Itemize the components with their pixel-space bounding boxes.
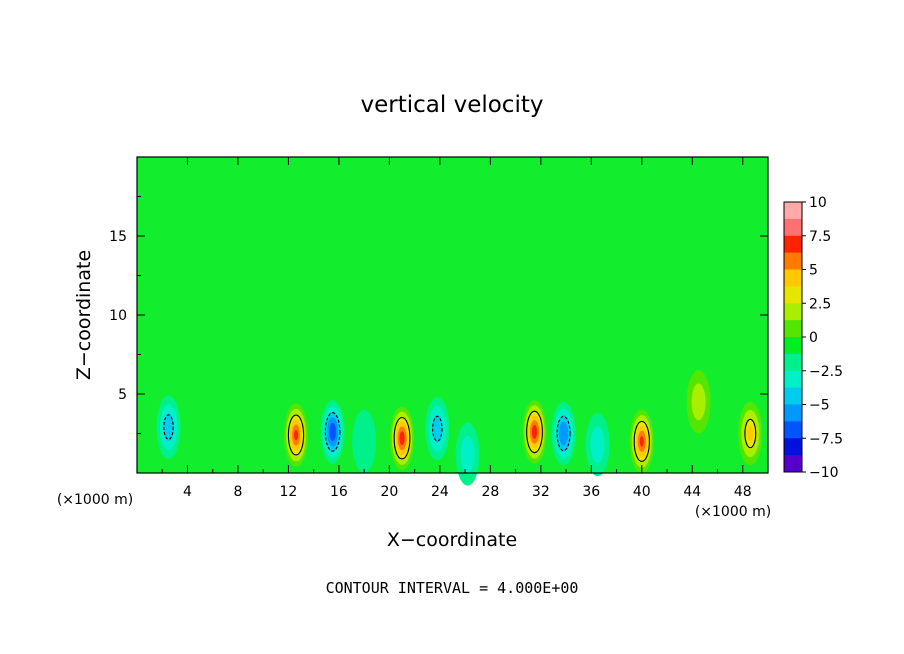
velocity-cell-2: [390, 406, 415, 470]
y-tick-label: 15: [109, 229, 127, 245]
velocity-cell-11: [455, 422, 480, 486]
x-tick-label: 16: [330, 484, 348, 500]
contour-line: [163, 414, 174, 441]
colorbar-tick-label: 2.5: [809, 296, 831, 312]
velocity-cell-4: [629, 409, 654, 473]
colorbar-swatch: [784, 218, 802, 237]
colorbar-swatch: [784, 404, 802, 422]
contour-line: [633, 420, 650, 462]
x-tick-label: 24: [431, 484, 449, 500]
colorbar-swatch: [784, 438, 802, 456]
colorbar-swatch: [784, 202, 802, 220]
colorbar-tick-label: 10: [809, 195, 827, 211]
y-tick-label: 5: [118, 387, 127, 403]
x-tick-label: 28: [481, 484, 499, 500]
colorbar-swatch: [784, 286, 802, 304]
x-tick-label: 44: [683, 484, 701, 500]
y-axis-ticks: 5 10 15: [109, 196, 768, 434]
velocity-cell-3: [522, 400, 547, 464]
velocity-cell-7: [551, 401, 576, 466]
colorbar-swatch: [784, 421, 802, 439]
x-axis-ticks: 4 8 12 16 20 24 28 32 36 40 44 48: [161, 157, 752, 500]
colorbar-swatch: [784, 455, 802, 473]
velocity-cell-10: [425, 397, 450, 461]
colorbar-swatch: [784, 337, 802, 355]
velocity-cell-12: [585, 412, 610, 477]
contour-line: [432, 415, 443, 442]
chart-title: vertical velocity: [361, 92, 544, 118]
colorbar-tick-label: 7.5: [809, 229, 831, 245]
contour-line: [324, 412, 341, 452]
x-tick-label: 20: [380, 484, 398, 500]
colorbar-tick-label: −2.5: [809, 364, 843, 380]
velocity-field: [156, 370, 763, 486]
x-tick-label: 4: [183, 484, 192, 500]
x-unit-label-right: (×1000 m): [695, 504, 771, 520]
x-tick-label: 40: [633, 484, 651, 500]
contour-line: [744, 418, 757, 449]
colorbar-tick-label: −10: [809, 465, 839, 481]
contour-line: [556, 415, 571, 452]
velocity-cell-9: [156, 395, 181, 459]
colorbar-swatch: [784, 252, 802, 270]
colorbar-swatch: [784, 370, 802, 389]
velocity-cell-13: [352, 409, 377, 473]
plot-area: [136, 156, 769, 486]
colorbar-swatch: [784, 303, 802, 321]
colorbar-swatch: [784, 269, 802, 287]
contour-line: [393, 416, 411, 460]
x-unit-label-left: (×1000 m): [57, 492, 133, 508]
colorbar-swatch: [784, 353, 802, 372]
x-tick-label: 12: [280, 484, 298, 500]
velocity-cell-5: [738, 401, 763, 466]
velocity-cell-8: [320, 400, 345, 464]
velocity-cell-1: [284, 403, 309, 467]
x-tick-label: 36: [582, 484, 600, 500]
x-tick-label: 48: [734, 484, 752, 500]
y-tick-label: 10: [109, 308, 127, 324]
x-tick-label: 8: [233, 484, 242, 500]
contour-interval-footer: CONTOUR INTERVAL = 4.000E+00: [326, 579, 579, 597]
field-background: [137, 157, 768, 473]
y-axis-label: Z−coordinate: [73, 250, 95, 380]
contour-line: [287, 414, 305, 456]
colorbar-swatch: [784, 320, 802, 338]
contour-line: [526, 410, 543, 454]
colorbar-tick-label: 0: [809, 330, 818, 346]
contour-lines: [163, 410, 757, 462]
colorbar-swatch: [784, 387, 802, 405]
x-axis-label: X−coordinate: [387, 529, 517, 551]
colorbar: 10 7.5 5 2.5 0 −2.5 −5 −7.5 −10: [783, 195, 843, 481]
x-tick-label: 32: [532, 484, 550, 500]
colorbar-swatch: [784, 235, 802, 254]
colorbar-tick-label: 5: [809, 263, 818, 279]
colorbar-tick-label: −5: [809, 398, 830, 414]
colorbar-tick-label: −7.5: [809, 431, 843, 447]
velocity-cell-6: [686, 370, 711, 434]
